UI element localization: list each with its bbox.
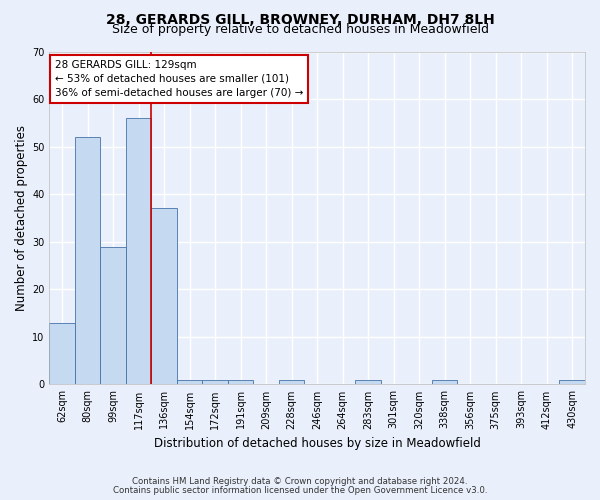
Text: 28, GERARDS GILL, BROWNEY, DURHAM, DH7 8LH: 28, GERARDS GILL, BROWNEY, DURHAM, DH7 8… bbox=[106, 12, 494, 26]
Bar bbox=[432, 380, 457, 384]
Bar bbox=[355, 380, 381, 384]
Text: Contains HM Land Registry data © Crown copyright and database right 2024.: Contains HM Land Registry data © Crown c… bbox=[132, 477, 468, 486]
X-axis label: Distribution of detached houses by size in Meadowfield: Distribution of detached houses by size … bbox=[154, 437, 481, 450]
Bar bbox=[75, 137, 100, 384]
Text: Contains public sector information licensed under the Open Government Licence v3: Contains public sector information licen… bbox=[113, 486, 487, 495]
Text: 28 GERARDS GILL: 129sqm
← 53% of detached houses are smaller (101)
36% of semi-d: 28 GERARDS GILL: 129sqm ← 53% of detache… bbox=[55, 60, 303, 98]
Bar bbox=[279, 380, 304, 384]
Bar bbox=[100, 246, 126, 384]
Bar bbox=[177, 380, 202, 384]
Bar bbox=[49, 322, 75, 384]
Bar bbox=[126, 118, 151, 384]
Bar bbox=[202, 380, 228, 384]
Bar bbox=[151, 208, 177, 384]
Text: Size of property relative to detached houses in Meadowfield: Size of property relative to detached ho… bbox=[112, 22, 488, 36]
Bar bbox=[559, 380, 585, 384]
Bar bbox=[228, 380, 253, 384]
Y-axis label: Number of detached properties: Number of detached properties bbox=[15, 125, 28, 311]
